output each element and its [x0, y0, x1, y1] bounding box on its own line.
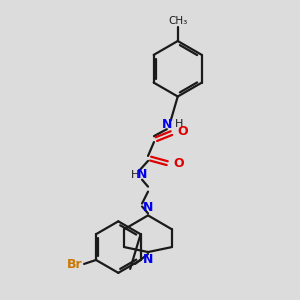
- Text: N: N: [143, 253, 153, 266]
- Text: CH₃: CH₃: [168, 16, 188, 26]
- Text: N: N: [143, 201, 153, 214]
- Text: N: N: [137, 168, 147, 181]
- Text: H: H: [175, 119, 183, 129]
- Text: Br: Br: [67, 258, 82, 272]
- Text: O: O: [174, 158, 184, 170]
- Text: O: O: [178, 125, 188, 138]
- Text: H: H: [131, 170, 139, 180]
- Text: N: N: [162, 118, 172, 131]
